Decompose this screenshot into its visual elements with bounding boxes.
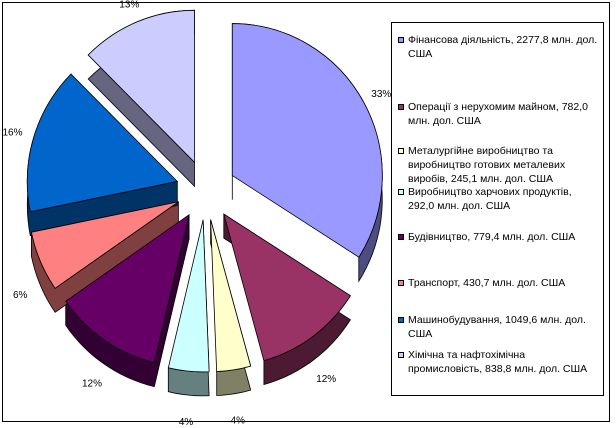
- legend-label: Металургійне виробництво та виробництво …: [408, 145, 566, 185]
- legend-swatch: [398, 148, 404, 154]
- legend-label: Машинобудування, 1049,6 млн. дол. США: [408, 314, 586, 340]
- pie-slice-food: [167, 219, 210, 373]
- pie-slice-metallurgy: [210, 219, 252, 372]
- legend-label: Виробництво харчових продуктів, 292,0 мл…: [408, 186, 572, 212]
- legend-label: Транспорт, 430,7 млн. дол. США: [408, 277, 566, 289]
- legend-item-transport: Транспорт, 430,7 млн. дол. США: [398, 276, 598, 290]
- data-label-financial: 33%: [371, 89, 391, 100]
- legend-label: Будівництво, 779,4 млн. дол. США: [408, 231, 576, 243]
- data-label-transport: 6%: [13, 290, 28, 301]
- legend-item-metallurgy: Металургійне виробництво та виробництво …: [398, 144, 598, 186]
- pie-slice-transport: [30, 201, 179, 289]
- legend-swatch: [398, 104, 404, 110]
- pie-slice-chemical: [87, 9, 195, 164]
- legend-label: Фінансова діяльність, 2277,8 млн. дол. С…: [408, 34, 598, 60]
- data-label-food: 4%: [179, 417, 194, 428]
- legend-item-food: Виробництво харчових продуктів, 292,0 мл…: [398, 185, 598, 213]
- legend-item-chemical: Хімічна та нафтохімічна промисловість, 8…: [398, 348, 598, 376]
- legend-item-real-estate: Операції з нерухомим майном, 782,0 млн. …: [398, 100, 598, 128]
- legend-label: Операції з нерухомим майном, 782,0 млн. …: [408, 101, 588, 127]
- pie-slice-financial: [231, 23, 383, 258]
- legend-swatch: [398, 234, 404, 240]
- legend-item-machine-building: Машинобудування, 1049,6 млн. дол. США: [398, 313, 598, 341]
- legend-swatch: [398, 352, 404, 358]
- legend-swatch: [398, 280, 404, 286]
- data-label-machine-building: 16%: [2, 127, 22, 138]
- data-label-construction: 12%: [82, 378, 102, 389]
- legend-swatch: [398, 317, 404, 323]
- legend-swatch: [398, 37, 404, 43]
- pie-slice-machine-building: [26, 73, 179, 213]
- pie-slice-construction: [65, 213, 190, 364]
- data-label-chemical: 13%: [119, 0, 139, 10]
- legend-swatch: [398, 189, 404, 195]
- legend-item-construction: Будівництво, 779,4 млн. дол. США: [398, 230, 598, 244]
- data-label-real-estate: 12%: [316, 374, 336, 385]
- pie-slice-real-estate: [223, 213, 351, 362]
- data-label-metallurgy: 4%: [231, 416, 246, 427]
- legend-label: Хімічна та нафтохімічна промисловість, 8…: [408, 349, 588, 375]
- legend-item-financial: Фінансова діяльність, 2277,8 млн. дол. С…: [398, 33, 598, 61]
- legend: Фінансова діяльність, 2277,8 млн. дол. С…: [391, 22, 604, 396]
